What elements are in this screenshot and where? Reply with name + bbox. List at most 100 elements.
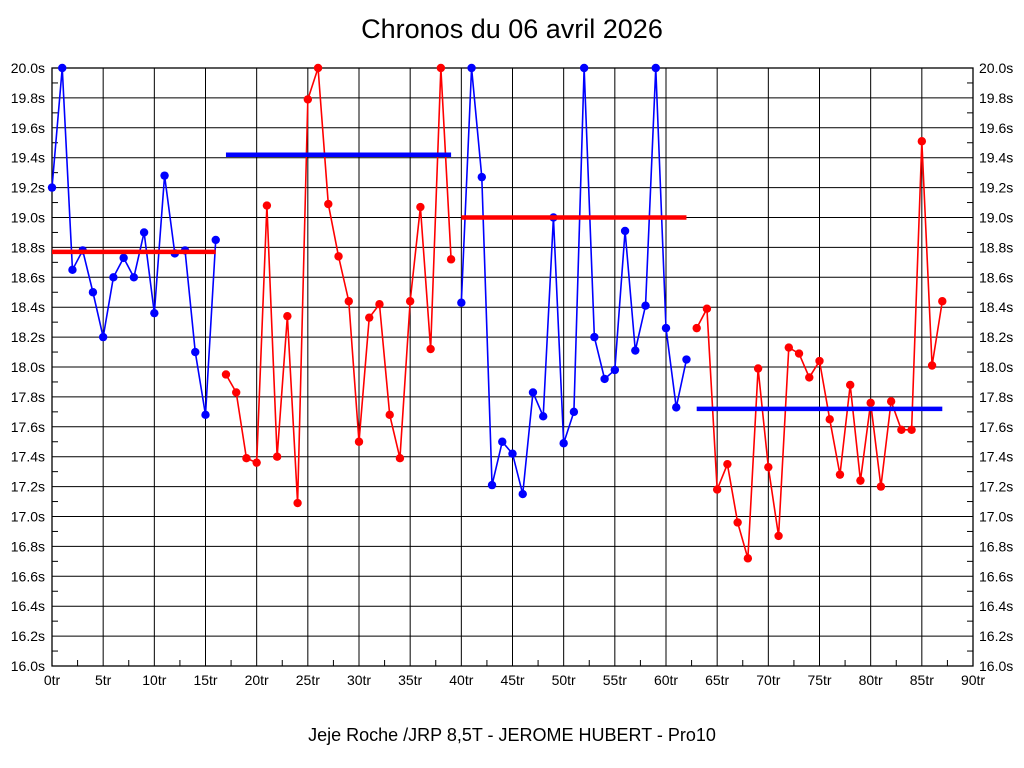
data-point-stint-2-red — [272, 452, 282, 461]
data-point-stint-4-red — [753, 364, 763, 373]
data-point-stint-1-blue — [68, 265, 77, 275]
data-point-stint-2-red — [232, 388, 241, 397]
data-point-stint-4-red — [784, 343, 793, 352]
data-point-stint-2-red — [221, 370, 231, 379]
y-axis-label-left: 17.2s — [11, 479, 45, 495]
y-axis-label-left: 18.4s — [11, 299, 45, 315]
x-axis-label: 55tr — [603, 672, 627, 688]
data-point-stint-3-blue — [569, 407, 579, 417]
data-point-stint-4-red — [856, 476, 865, 485]
data-point-stint-2-red — [365, 313, 374, 322]
data-point-stint-4-red — [733, 518, 742, 527]
y-axis-label-right: 17.4s — [979, 449, 1013, 465]
data-point-stint-3-blue — [661, 323, 671, 333]
x-axis-label: 0tr — [44, 672, 61, 688]
data-point-stint-3-blue — [620, 226, 630, 236]
data-point-stint-2-red — [293, 498, 302, 508]
series-line-stint-1-blue — [51, 67, 217, 415]
data-point-stint-4-red — [723, 459, 732, 469]
data-point-stint-1-blue — [191, 347, 200, 357]
data-point-stint-4-red — [866, 398, 875, 408]
y-axis-label-right: 17.2s — [979, 479, 1013, 495]
data-point-stint-1-blue — [160, 171, 169, 180]
y-axis-label-right: 16.4s — [979, 598, 1013, 614]
y-axis-label-right: 16.6s — [979, 568, 1013, 584]
y-axis-label-left: 16.6s — [11, 568, 45, 584]
x-axis-label: 50tr — [552, 672, 576, 688]
y-axis-label-left: 17.0s — [11, 509, 45, 525]
data-point-stint-2-red — [385, 410, 394, 420]
data-point-stint-2-red — [375, 300, 384, 309]
data-point-stint-4-red — [907, 425, 916, 434]
y-axis-label-left: 16.0s — [11, 658, 45, 674]
y-axis-label-right: 19.0s — [979, 210, 1013, 226]
y-axis-label-left: 19.6s — [11, 120, 45, 136]
data-point-stint-2-red — [416, 202, 425, 212]
y-axis-label-right: 18.6s — [979, 269, 1013, 285]
x-axis-label: 20tr — [245, 672, 269, 688]
chart-subtitle: Jeje Roche /JRP 8,5T - JEROME HUBERT - P… — [308, 725, 716, 745]
y-axis-label-right: 18.4s — [979, 299, 1013, 315]
y-axis-label-right: 18.0s — [979, 359, 1013, 375]
data-point-stint-1-blue — [58, 63, 67, 73]
data-point-stint-4-red — [876, 482, 886, 491]
data-point-stint-2-red — [344, 297, 353, 306]
data-point-stint-4-red — [927, 361, 937, 370]
data-point-stint-2-red — [242, 453, 251, 463]
data-point-stint-3-blue — [559, 439, 568, 448]
data-point-stint-2-red — [436, 63, 446, 73]
data-point-stint-4-red — [712, 485, 722, 494]
plot-border — [51, 67, 974, 667]
data-point-stint-1-blue — [98, 332, 108, 342]
data-point-stint-4-red — [692, 323, 701, 333]
data-point-stint-2-red — [405, 297, 415, 306]
x-axis-label: 85tr — [910, 672, 934, 688]
data-point-stint-3-blue — [508, 449, 517, 458]
y-axis-label-left: 18.8s — [11, 239, 45, 255]
data-point-stint-2-red — [446, 255, 456, 264]
data-point-stint-2-red — [395, 453, 405, 463]
data-point-stint-3-blue — [498, 437, 507, 446]
data-point-stint-4-red — [835, 470, 845, 479]
x-axis-label: 40tr — [449, 672, 473, 688]
y-axis-label-right: 17.0s — [979, 509, 1013, 525]
data-point-stint-3-blue — [672, 403, 681, 412]
data-point-stint-1-blue — [139, 228, 149, 237]
data-point-stint-3-blue — [579, 63, 589, 73]
data-point-stint-1-blue — [109, 273, 118, 282]
data-point-stint-4-red — [743, 554, 753, 563]
y-axis-label-left: 16.4s — [11, 598, 45, 614]
data-point-stint-4-red — [886, 397, 896, 406]
series-line-stint-2-red — [225, 67, 452, 504]
x-axis-label: 70tr — [756, 672, 780, 688]
data-point-stint-3-blue — [590, 332, 599, 342]
y-axis-label-right: 19.6s — [979, 120, 1013, 136]
data-point-stint-3-blue — [600, 374, 609, 384]
data-point-stint-3-blue — [477, 172, 486, 182]
data-point-stint-1-blue — [150, 308, 159, 318]
y-axis-label-right: 16.2s — [979, 628, 1013, 644]
data-point-stint-1-blue — [211, 235, 220, 245]
x-axis-label: 75tr — [807, 672, 831, 688]
data-point-stint-3-blue — [457, 298, 466, 307]
y-axis-label-right: 18.2s — [979, 329, 1013, 345]
y-axis-label-right: 19.4s — [979, 150, 1013, 166]
y-axis-label-left: 20.0s — [11, 60, 45, 76]
y-axis-label-left: 17.4s — [11, 449, 45, 465]
y-axis-label-right: 17.6s — [979, 419, 1013, 435]
x-axis-label: 80tr — [859, 672, 883, 688]
data-point-stint-1-blue — [201, 410, 210, 420]
y-axis-label-left: 19.2s — [11, 180, 45, 196]
y-axis-label-right: 16.8s — [979, 538, 1013, 554]
data-point-stint-4-red — [897, 425, 906, 434]
data-point-stint-3-blue — [631, 346, 640, 355]
data-point-stint-2-red — [426, 344, 435, 354]
y-axis-label-right: 17.8s — [979, 389, 1013, 405]
x-axis-label: 15tr — [193, 672, 217, 688]
data-point-stint-3-blue — [539, 412, 548, 421]
x-axis-label: 10tr — [142, 672, 166, 688]
y-axis-label-left: 18.2s — [11, 329, 45, 345]
data-point-stint-3-blue — [682, 355, 691, 364]
data-point-stint-2-red — [313, 63, 323, 73]
